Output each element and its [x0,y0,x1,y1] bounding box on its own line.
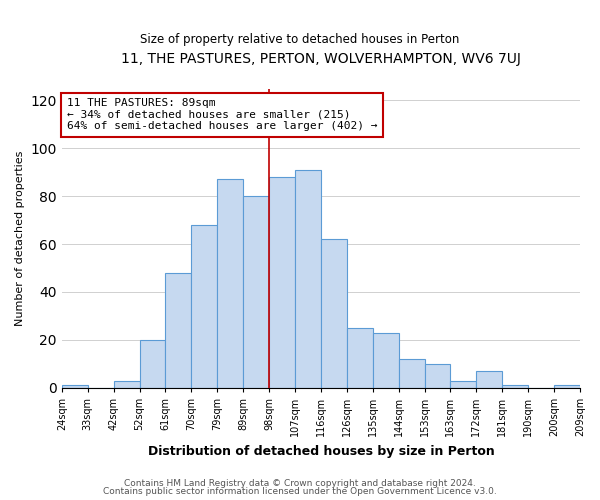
X-axis label: Distribution of detached houses by size in Perton: Distribution of detached houses by size … [148,444,494,458]
Bar [166,273,191,388]
Bar [217,180,243,388]
Bar [425,364,451,388]
Y-axis label: Number of detached properties: Number of detached properties [15,150,25,326]
Title: 11, THE PASTURES, PERTON, WOLVERHAMPTON, WV6 7UJ: 11, THE PASTURES, PERTON, WOLVERHAMPTON,… [121,52,521,66]
Text: Contains HM Land Registry data © Crown copyright and database right 2024.: Contains HM Land Registry data © Crown c… [124,478,476,488]
Bar [62,386,88,388]
Bar [398,359,425,388]
Bar [373,332,398,388]
Bar [554,386,580,388]
Bar [243,196,269,388]
Bar [321,240,347,388]
Bar [295,170,321,388]
Bar [140,340,166,388]
Bar [476,371,502,388]
Bar [502,386,528,388]
Bar [113,380,140,388]
Text: Size of property relative to detached houses in Perton: Size of property relative to detached ho… [140,32,460,46]
Bar [191,225,217,388]
Text: 11 THE PASTURES: 89sqm
← 34% of detached houses are smaller (215)
64% of semi-de: 11 THE PASTURES: 89sqm ← 34% of detached… [67,98,377,132]
Bar [451,380,476,388]
Bar [269,177,295,388]
Bar [347,328,373,388]
Text: Contains public sector information licensed under the Open Government Licence v3: Contains public sector information licen… [103,487,497,496]
